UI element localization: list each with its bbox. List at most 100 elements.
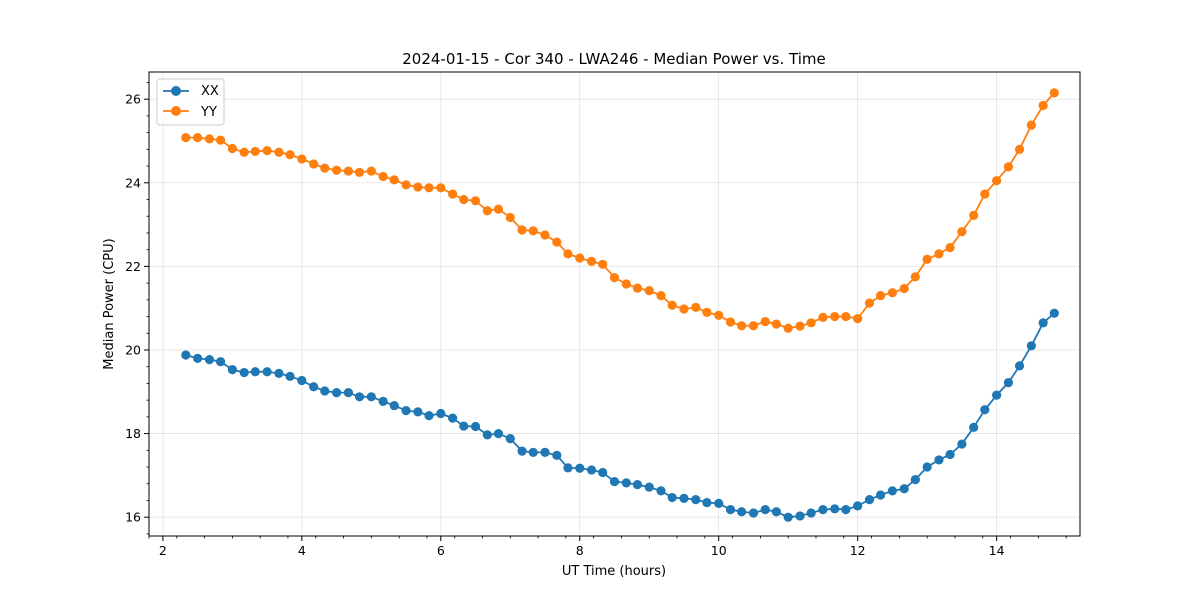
data-point-xx [331,388,342,398]
data-point-yy [679,304,689,314]
y-axis: 16 18 20 22 24 26 [125,82,149,535]
data-point-yy [598,259,608,269]
data-point-yy [632,283,643,293]
legend-yy-label: YY [200,105,217,120]
data-point-yy [667,300,677,310]
data-point-xx [320,386,330,396]
data-point-xx [656,486,666,496]
data-point-xx [679,493,689,503]
data-point-xx [934,455,944,465]
series-line-xx [185,312,1055,519]
data-point-xx [448,413,458,423]
data-point-xx [737,507,747,517]
data-point-yy [436,183,446,193]
data-point-xx [876,490,886,500]
legend: XX YY [156,78,225,126]
data-point-yy [320,163,330,173]
data-point-xx [540,447,550,457]
data-point-yy [586,256,597,266]
data-point-yy [239,147,249,157]
data-point-xx [714,498,724,508]
data-point-xx [401,405,411,416]
data-point-yy [540,230,550,240]
data-point-yy [354,167,365,177]
data-point-xx [552,450,562,460]
data-point-xx [702,497,712,508]
data-point-xx [493,428,504,439]
data-point-yy [285,150,295,160]
data-point-xx [667,492,677,503]
data-point-xx [725,505,736,515]
data-point-yy [505,212,515,223]
y-axis-label: Median Power (CPU) [102,238,117,369]
data-point-xx [899,484,909,494]
data-point-xx [771,507,781,517]
data-point-yy [470,196,481,206]
data-point-xx [343,388,353,398]
data-point-xx [366,392,376,402]
data-point-yy [343,166,353,176]
data-point-xx [586,465,597,475]
data-point-xx [957,439,967,449]
y-tick-label: 22 [125,259,141,274]
data-point-xx [297,375,307,386]
data-point-yy [760,316,770,327]
data-point-xx [227,365,237,375]
data-point-yy [702,307,712,317]
data-point-yy [401,180,411,190]
data-point-yy [459,194,469,205]
data-point-yy [1003,162,1014,172]
data-point-xx [748,508,759,518]
data-point-xx [239,367,249,378]
data-point-xx [459,421,469,431]
data-point-xx [389,400,399,411]
x-axis-label: UT Time (hours) [562,564,666,579]
data-point-xx [482,430,492,440]
data-point-xx [193,353,203,363]
data-point-yy [448,189,458,199]
data-point-yy [656,291,666,301]
data-point-xx [1026,341,1036,351]
data-point-xx [853,501,863,511]
x-tick-label: 12 [850,543,866,558]
data-point-yy [795,321,805,331]
data-point-yy [934,249,944,259]
data-point-xx [910,474,920,485]
data-point-xx [864,495,875,505]
data-point-yy [853,314,863,324]
data-point-xx [575,463,585,473]
data-point-yy [609,273,620,283]
data-point-xx [691,495,701,505]
data-point-xx [563,463,573,473]
data-point-xx [250,367,260,377]
data-point-yy [969,210,979,220]
data-point-yy [366,166,376,176]
data-point-yy [783,323,793,333]
data-point-xx [517,446,527,456]
legend-xx-marker [171,86,181,96]
grid-lines [149,72,1080,536]
data-point-yy [876,291,886,301]
data-point-yy [957,227,967,237]
y-tick-label: 26 [125,92,141,107]
data-point-xx [980,405,990,415]
data-point-xx [887,486,898,496]
data-point-yy [910,272,920,282]
data-point-yy [922,254,932,264]
data-point-yy [262,145,272,156]
data-point-yy [331,165,342,175]
data-point-xx [1038,318,1048,328]
data-point-yy [691,302,701,312]
data-point-yy [274,147,284,157]
data-point-yy [181,133,191,143]
data-point-xx [644,482,654,492]
data-point-yy [771,319,781,329]
data-point-yy [621,279,631,289]
data-point-yy [992,176,1002,186]
data-point-yy [1038,100,1048,111]
data-point-yy [1049,88,1059,98]
x-tick-label: 2 [159,543,167,558]
chart-title: 2024-01-15 - Cor 340 - LWA246 - Median P… [402,50,826,68]
data-point-yy [725,317,736,327]
